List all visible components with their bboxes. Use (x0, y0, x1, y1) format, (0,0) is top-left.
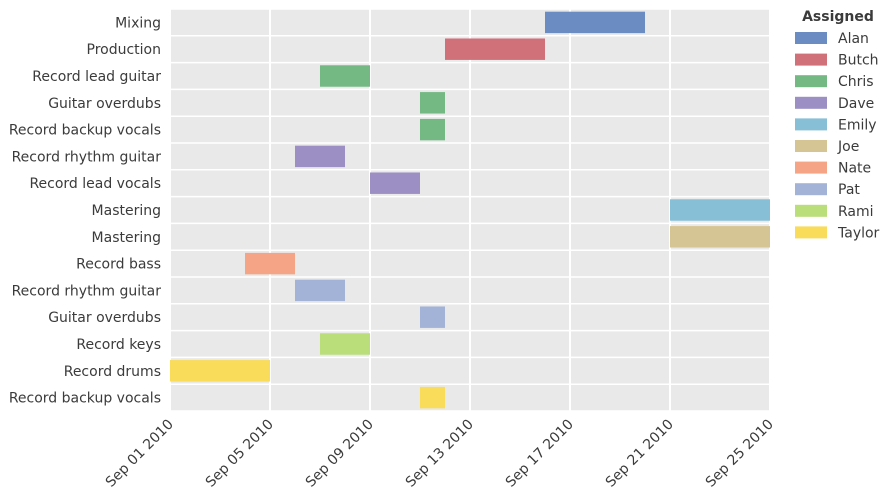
task-bar (420, 306, 445, 328)
legend-swatch (795, 53, 827, 66)
legend-label: Joe (837, 139, 859, 155)
task-bar (170, 360, 270, 382)
task-label: Record lead guitar (32, 69, 161, 85)
x-tick-label: Sep 13 2010 (403, 417, 477, 491)
task-bar (670, 199, 770, 221)
task-label: Guitar overdubs (48, 310, 161, 326)
legend-label: Rami (838, 204, 874, 220)
task-label: Record keys (76, 337, 161, 353)
x-tick-label: Sep 09 2010 (303, 417, 377, 491)
task-bar (420, 386, 445, 409)
task-bar (420, 118, 445, 141)
task-label: Mastering (92, 230, 161, 246)
legend-label: Nate (838, 161, 871, 177)
task-label: Mixing (115, 15, 161, 31)
task-bar (295, 145, 345, 168)
x-tick-label: Sep 17 2010 (503, 417, 577, 491)
task-bar (670, 226, 770, 248)
task-bar (245, 252, 295, 275)
legend-title: Assigned (802, 9, 874, 25)
legend-swatch (795, 161, 827, 174)
x-tick-label: Sep 05 2010 (203, 417, 277, 491)
legend-swatch (795, 183, 827, 196)
task-bar (445, 38, 545, 60)
task-label: Guitar overdubs (48, 96, 161, 112)
x-tick-label: Sep 01 2010 (103, 417, 177, 491)
legend-swatch (795, 96, 827, 109)
task-label: Record drums (64, 364, 161, 380)
legend: Assigned Alan Butch Chris Dave Emily Joe Nate P… (795, 9, 880, 241)
task-bar (545, 11, 645, 34)
task-bar (320, 333, 370, 355)
x-tick-label: Sep 25 2010 (703, 417, 777, 491)
task-label: Record rhythm guitar (12, 283, 162, 299)
task-label: Record backup vocals (9, 391, 161, 407)
x-tick-label: Sep 21 2010 (603, 417, 677, 491)
category-labels: Mixing Production Record lead guitar Guitar… (9, 15, 161, 406)
task-label: Record lead vocals (29, 176, 161, 192)
task-bar (370, 172, 420, 194)
legend-swatch (795, 75, 827, 88)
legend-label: Taylor (837, 225, 880, 241)
legend-label: Emily (838, 117, 877, 133)
task-bar (420, 92, 445, 114)
task-label: Record rhythm guitar (12, 149, 162, 165)
legend-label: Pat (838, 182, 860, 198)
legend-label: Alan (838, 31, 869, 47)
legend-swatch (795, 204, 827, 217)
legend-swatch (795, 226, 827, 239)
legend-label: Butch (838, 53, 879, 69)
task-label: Production (87, 42, 161, 58)
bars (170, 11, 770, 409)
task-label: Record bass (76, 257, 161, 273)
legend-swatch (795, 140, 827, 152)
task-bar (320, 65, 370, 87)
x-tick-labels: Sep 01 2010 Sep 05 2010 Sep 09 2010 Sep 13 … (103, 417, 777, 491)
legend-label: Dave (838, 96, 874, 112)
legend-swatch (795, 32, 827, 44)
task-label: Record backup vocals (9, 123, 161, 139)
legend-label: Chris (838, 74, 874, 90)
task-label: Mastering (92, 203, 161, 219)
task-bar (295, 279, 345, 302)
legend-swatch (795, 118, 827, 131)
